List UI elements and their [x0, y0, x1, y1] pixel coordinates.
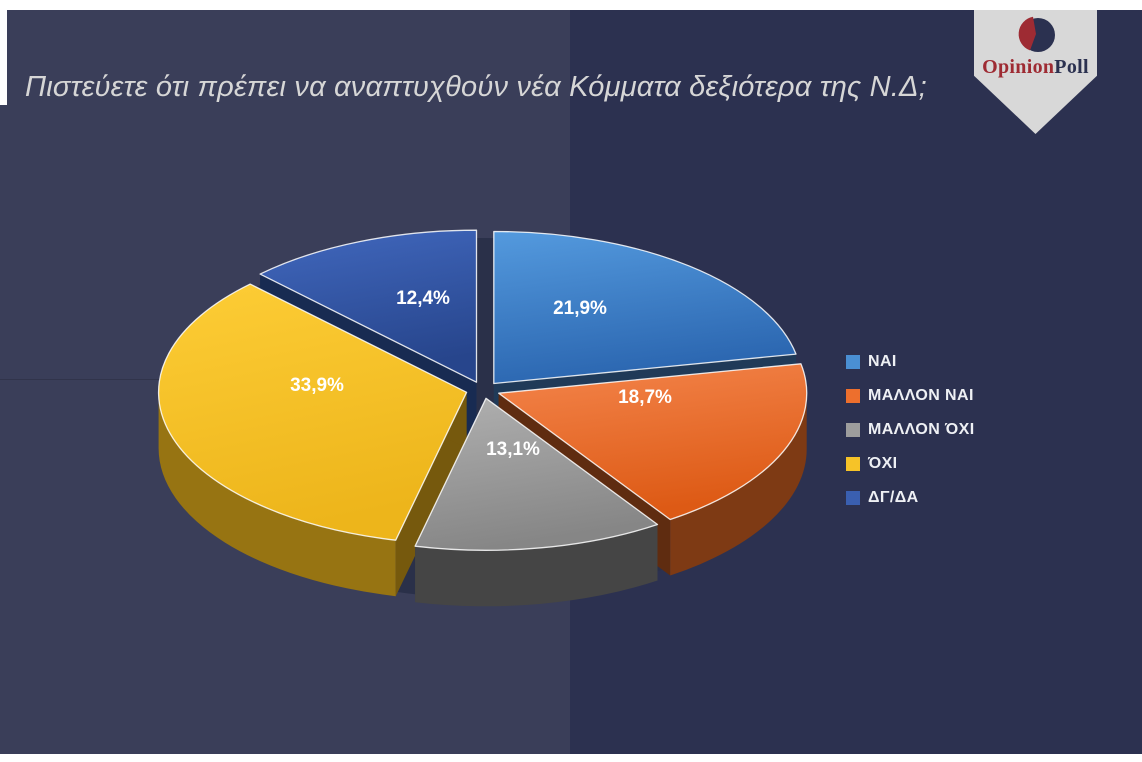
slice-value-label-4: 12,4% [396, 288, 450, 309]
slice-value-label-1: 18,7% [618, 387, 672, 408]
legend-label-mallon-oxi: ΜΑΛΛΟΝ ΌΧΙ [868, 420, 975, 438]
legend-swatch-mallon-nai [846, 388, 860, 403]
slide-title: Πιστεύετε ότι πρέπει να αναπτυχθούν νέα … [25, 71, 927, 103]
legend-swatch-mallon-oxi [846, 422, 860, 437]
slice-value-label-0: 21,9% [553, 298, 607, 319]
slice-value-label-3: 33,9% [290, 375, 344, 396]
legend-item-oxi: ΌΧΙ [846, 454, 975, 472]
logo-wordmark: OpinionPoll [982, 56, 1089, 79]
pie-chart-icon [1018, 16, 1055, 52]
legend-item-mallon-nai: ΜΑΛΛΟΝ ΝΑΙ [846, 386, 975, 404]
legend-label-oxi: ΌΧΙ [868, 454, 898, 472]
pie-slice-3 [157, 283, 468, 597]
legend-swatch-dg-da [846, 490, 860, 505]
legend-swatch-nai [846, 354, 860, 369]
logo-wordmark-poll: Poll [1054, 56, 1089, 78]
slice-value-label-2: 13,1% [486, 439, 540, 460]
legend-item-dg-da: ΔΓ/ΔΑ [846, 488, 975, 506]
pie-slice-2 [414, 397, 659, 607]
frame-left-strip [0, 10, 7, 105]
legend-label-dg-da: ΔΓ/ΔΑ [868, 488, 919, 506]
legend-item-mallon-oxi: ΜΑΛΛΟΝ ΌΧΙ [846, 420, 975, 438]
legend-label-mallon-nai: ΜΑΛΛΟΝ ΝΑΙ [868, 386, 974, 404]
legend-swatch-oxi [846, 456, 860, 471]
chart-legend: ΝΑΙ ΜΑΛΛΟΝ ΝΑΙ ΜΑΛΛΟΝ ΌΧΙ ΌΧΙ ΔΓ/ΔΑ [846, 352, 975, 506]
legend-item-nai: ΝΑΙ [846, 352, 975, 370]
legend-label-nai: ΝΑΙ [868, 352, 897, 370]
logo-wordmark-opinion: Opinion [982, 56, 1055, 78]
